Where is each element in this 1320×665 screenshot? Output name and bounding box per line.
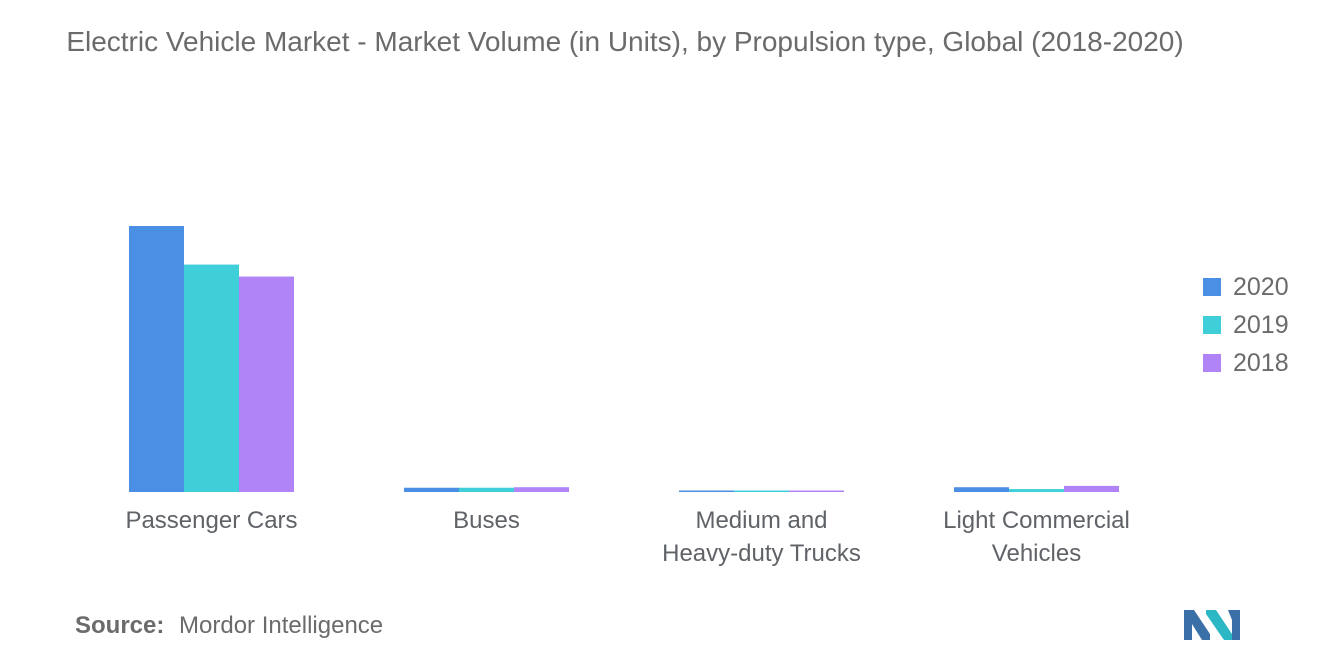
- bar-2018-medium-and-heavy-duty-trucks[interactable]: [789, 490, 844, 493]
- x-tick-label: Light Commercial Vehicles: [943, 507, 1130, 567]
- legend-swatch-2019: [1203, 316, 1221, 334]
- legend-item-2020[interactable]: 2020: [1203, 268, 1289, 306]
- bar-2019-buses[interactable]: [459, 487, 514, 492]
- legend-item-2018[interactable]: 2018: [1203, 344, 1289, 382]
- source-note: Source: Mordor Intelligence: [75, 612, 383, 640]
- bar-2019-light-commercial-vehicles[interactable]: [1009, 489, 1064, 492]
- x-tick-label: Buses: [453, 507, 520, 534]
- chart-title: Electric Vehicle Market - Market Volume …: [66, 26, 1184, 57]
- bar-2019-medium-and-heavy-duty-trucks[interactable]: [734, 490, 789, 493]
- bar-2020-medium-and-heavy-duty-trucks[interactable]: [679, 490, 734, 493]
- source-label: Source:: [75, 612, 165, 639]
- bar-2020-passenger-cars[interactable]: [129, 226, 184, 492]
- x-tick-label: Medium and Heavy-duty Trucks: [662, 507, 861, 567]
- bar-2019-passenger-cars[interactable]: [184, 264, 239, 492]
- bar-2020-buses[interactable]: [404, 487, 459, 492]
- x-tick-label: Passenger Cars: [125, 507, 297, 534]
- legend-swatch-2020: [1203, 278, 1221, 296]
- legend-label-2019: 2019: [1233, 310, 1289, 339]
- x-axis-labels: Passenger Cars Buses Medium and Heavy-duty …: [125, 507, 1129, 567]
- bar-group: [129, 226, 1119, 492]
- bar-2018-buses[interactable]: [514, 487, 569, 492]
- source-text: Mordor Intelligence: [179, 612, 384, 639]
- legend-label-2018: 2018: [1233, 348, 1289, 377]
- legend-swatch-2018: [1203, 354, 1221, 372]
- bar-2018-passenger-cars[interactable]: [239, 276, 294, 492]
- bar-2018-light-commercial-vehicles[interactable]: [1064, 485, 1119, 492]
- legend: 2020 2019 2018: [1203, 268, 1289, 382]
- legend-label-2020: 2020: [1233, 272, 1289, 301]
- legend-item-2019[interactable]: 2019: [1203, 306, 1289, 344]
- mordor-intelligence-logo-icon: [1184, 610, 1240, 640]
- bar-2020-light-commercial-vehicles[interactable]: [954, 487, 1009, 492]
